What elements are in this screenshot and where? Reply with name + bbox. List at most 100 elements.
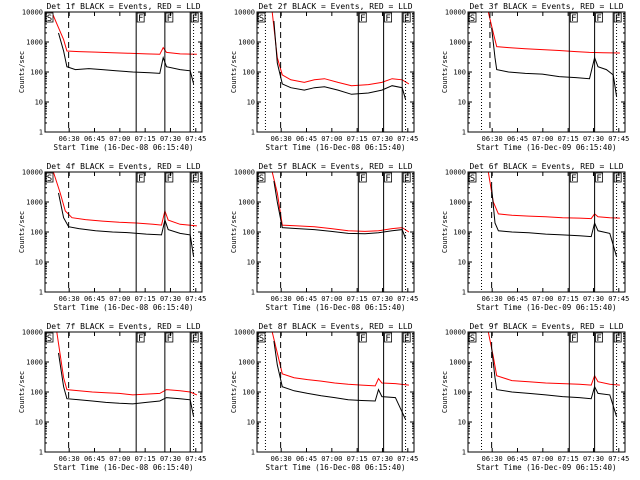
y-tick-label: 100 (242, 69, 255, 77)
marker-label: E (192, 334, 197, 344)
marker-label: E (615, 334, 620, 344)
marker-label: F (138, 14, 143, 24)
series-line-lld (487, 331, 620, 386)
x-axis-label: Start Time (16-Dec-08 06:15:40) (266, 303, 406, 312)
y-tick-label: 1 (462, 129, 466, 137)
x-tick-label: 07:45 (185, 295, 206, 303)
y-tick-label: 100 (453, 389, 466, 397)
series-line-lld (487, 11, 620, 54)
chart-title: Det 5f BLACK = Events, RED = LLD (258, 162, 412, 171)
y-tick-label: 10 (458, 99, 466, 107)
marker-label: F (138, 174, 143, 184)
marker-box (136, 12, 145, 23)
x-tick-label: 07:00 (532, 135, 553, 143)
marker-label: F (167, 174, 172, 184)
marker-box (190, 12, 199, 23)
y-tick-label: 100 (242, 389, 255, 397)
x-tick-label: 07:45 (397, 295, 418, 303)
marker-label: F (571, 14, 576, 24)
marker-box (358, 12, 367, 23)
x-tick-label: 07:30 (160, 135, 181, 143)
x-tick-label: 07:00 (109, 135, 130, 143)
x-tick-label: 06:30 (482, 455, 503, 463)
marker-box (165, 172, 174, 183)
y-tick-label: 10000 (234, 169, 255, 177)
x-tick-label: 06:45 (296, 135, 317, 143)
x-tick-label: 07:15 (135, 135, 156, 143)
chart-title: Det 9f BLACK = Events, RED = LLD (469, 322, 623, 331)
marker-box (45, 12, 54, 23)
series-line-events (273, 340, 407, 420)
marker-box (257, 12, 266, 23)
x-tick-label: 07:30 (372, 135, 393, 143)
x-tick-label: 07:45 (185, 455, 206, 463)
x-axis-label: Start Time (16-Dec-08 06:15:40) (54, 303, 194, 312)
marker-box (613, 332, 622, 343)
x-tick-label: 07:45 (397, 135, 418, 143)
marker-label: S (470, 14, 475, 24)
x-tick-label: 06:30 (59, 295, 80, 303)
marker-label: E (192, 14, 197, 24)
x-tick-label: 06:45 (296, 455, 317, 463)
x-axis-label: Start Time (16-Dec-08 06:15:40) (266, 143, 406, 152)
x-axis-label: Start Time (16-Dec-09 06:15:40) (477, 463, 617, 472)
chart-panel: Det 1f BLACK = Events, RED = LLD S F F E 1 10 1… (18, 2, 206, 152)
y-tick-label: 1 (39, 449, 43, 457)
y-tick-label: 1000 (449, 39, 466, 47)
x-axis-label: Start Time (16-Dec-08 06:15:40) (54, 463, 194, 472)
x-tick-label: 06:45 (507, 455, 528, 463)
marker-label: F (138, 334, 143, 344)
x-tick-label: 07:30 (583, 135, 604, 143)
marker-label: S (259, 334, 264, 344)
y-tick-label: 1000 (26, 359, 43, 367)
marker-box (45, 332, 54, 343)
x-tick-label: 07:15 (347, 135, 368, 143)
x-tick-label: 07:15 (347, 295, 368, 303)
marker-label: S (47, 334, 52, 344)
marker-label: E (615, 174, 620, 184)
chart-title: Det 8f BLACK = Events, RED = LLD (258, 322, 412, 331)
series-line-events (273, 180, 407, 239)
y-axis-label: Counts/sec (230, 211, 238, 253)
marker-label: S (47, 174, 52, 184)
series-line-events (491, 347, 618, 417)
marker-label: F (596, 14, 601, 24)
marker-box (402, 12, 411, 23)
marker-label: E (404, 14, 409, 24)
y-tick-label: 1 (462, 449, 466, 457)
x-tick-label: 06:45 (507, 295, 528, 303)
series-line-events (58, 352, 195, 417)
y-tick-label: 1000 (26, 199, 43, 207)
x-tick-label: 07:30 (372, 295, 393, 303)
series-line-lld (271, 171, 410, 233)
y-tick-label: 100 (453, 229, 466, 237)
x-tick-label: 07:30 (583, 455, 604, 463)
x-tick-label: 07:15 (558, 295, 579, 303)
y-tick-label: 10000 (445, 9, 466, 17)
x-tick-label: 06:45 (84, 135, 105, 143)
marker-box (595, 12, 604, 23)
y-axis-label: Counts/sec (18, 211, 26, 253)
x-tick-label: 06:30 (482, 135, 503, 143)
y-tick-label: 10000 (445, 169, 466, 177)
x-tick-label: 07:00 (532, 295, 553, 303)
chart-title: Det 4f BLACK = Events, RED = LLD (46, 162, 200, 171)
y-axis-label: Counts/sec (230, 51, 238, 93)
x-tick-label: 07:00 (109, 295, 130, 303)
marker-label: S (470, 334, 475, 344)
y-tick-label: 1 (462, 289, 466, 297)
series-line-events (58, 192, 195, 257)
x-tick-label: 06:30 (59, 455, 80, 463)
x-axis-label: Start Time (16-Dec-09 06:15:40) (477, 143, 617, 152)
marker-label: F (385, 174, 390, 184)
marker-label: F (360, 14, 365, 24)
y-tick-label: 100 (242, 229, 255, 237)
series-line-lld (52, 171, 197, 227)
x-tick-label: 06:45 (507, 135, 528, 143)
marker-box (257, 332, 266, 343)
x-tick-label: 06:45 (84, 295, 105, 303)
marker-box (384, 172, 393, 183)
x-tick-label: 06:30 (59, 135, 80, 143)
x-tick-label: 06:30 (271, 455, 292, 463)
y-tick-label: 10000 (445, 329, 466, 337)
